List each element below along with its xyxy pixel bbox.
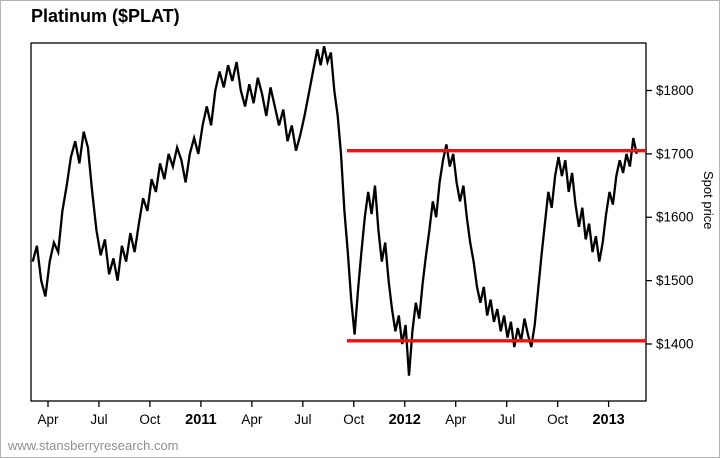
x-axis-label: Jul	[90, 412, 107, 427]
x-axis-label: Jul	[498, 412, 515, 427]
y-axis-label: $1600	[656, 210, 694, 225]
price-line	[31, 45, 638, 376]
y-axis-label: $1700	[656, 146, 694, 161]
x-axis-label: Apr	[445, 412, 467, 427]
source-watermark: www.stansberryresearch.com	[8, 438, 179, 453]
plot-border	[30, 42, 647, 402]
y-axis-label: $1800	[656, 83, 694, 98]
y-axis-title: Spot price	[701, 171, 716, 230]
y-axis-label: $1500	[656, 273, 694, 288]
x-axis-label: Apr	[37, 412, 59, 427]
x-axis-label: Oct	[139, 412, 160, 427]
x-axis-label: 2011	[185, 412, 216, 428]
x-axis-label: Jul	[294, 412, 311, 427]
y-axis-label: $1400	[656, 336, 694, 351]
chart-title: Platinum ($PLAT)	[31, 6, 180, 26]
x-axis-label: 2012	[389, 412, 421, 428]
x-axis-label: Oct	[343, 412, 364, 427]
x-axis-label: Apr	[241, 412, 263, 427]
x-axis-label: 2013	[592, 412, 624, 428]
x-axis-label: Oct	[547, 412, 568, 427]
